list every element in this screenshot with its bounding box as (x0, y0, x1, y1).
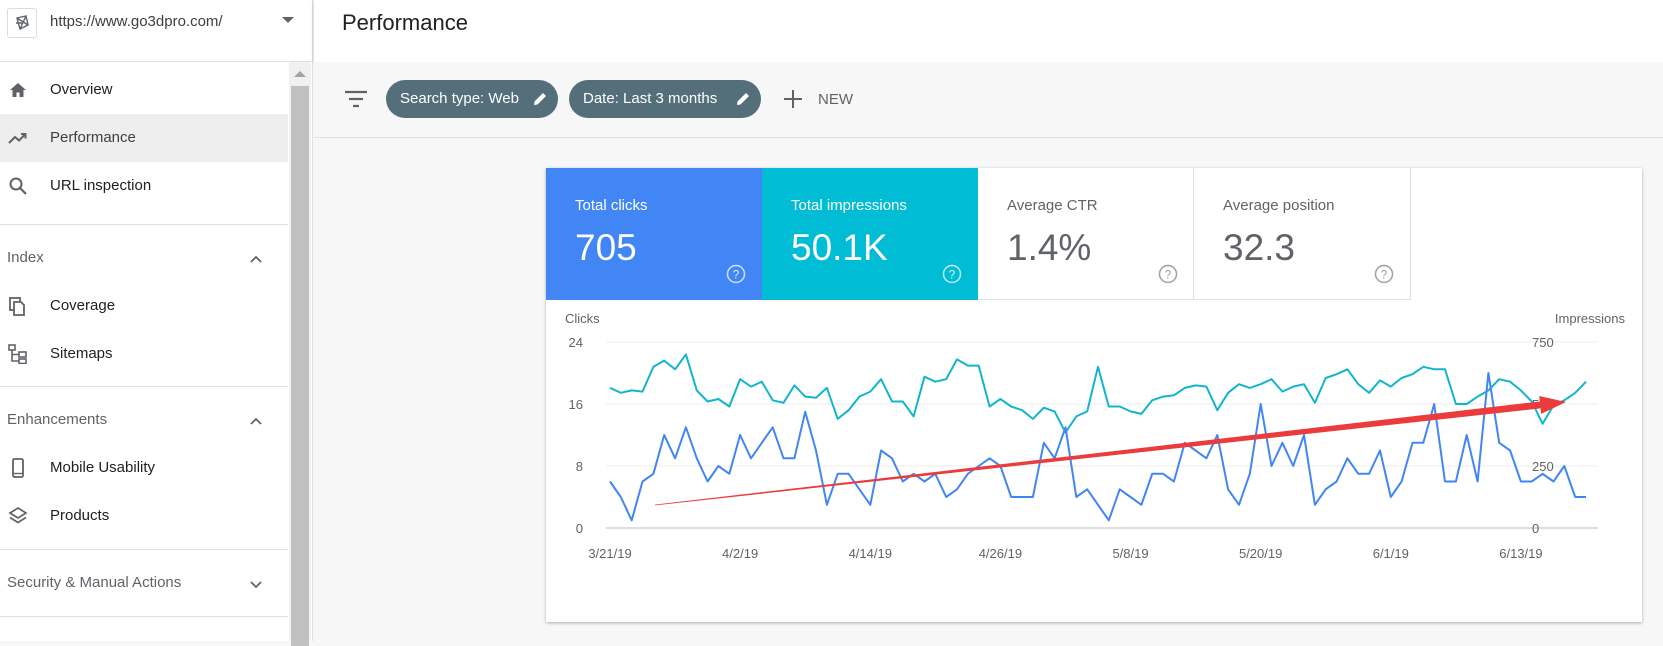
x-tick-label: 5/8/19 (1112, 546, 1148, 561)
sidebar-item-label: Coverage (50, 297, 116, 314)
metric-label: Total clicks (575, 197, 648, 214)
page-title: Performance (342, 10, 468, 35)
svg-text:?: ? (1165, 268, 1172, 282)
chip-label: Date: Last 3 months (583, 90, 718, 107)
help-icon[interactable]: ? (942, 264, 962, 289)
home-icon (8, 80, 28, 100)
sidebar-item-coverage[interactable]: Coverage (0, 282, 288, 330)
sidebar-item-url-inspection[interactable]: URL inspection (0, 162, 288, 210)
performance-chart: 08162402505007503/21/194/2/194/14/194/26… (546, 300, 1642, 622)
chevron-down-icon[interactable] (282, 17, 294, 23)
metric-value: 32.3 (1223, 227, 1296, 268)
property-icon (7, 8, 37, 38)
y-left-tick-label: 8 (576, 459, 583, 474)
metric-total-impressions[interactable]: Total impressions 50.1K ? (762, 168, 978, 300)
trend-arrow-shaft (654, 401, 1541, 506)
chevron-up-icon (249, 251, 263, 269)
section-label: Security & Manual Actions (7, 574, 182, 591)
scroll-up-arrow-icon[interactable] (294, 71, 306, 77)
sidebar-item-sitemaps[interactable]: Sitemaps (0, 330, 288, 378)
pencil-icon (532, 91, 548, 111)
x-tick-label: 6/13/19 (1499, 546, 1542, 561)
search-type-chip[interactable]: Search type: Web (386, 80, 558, 118)
date-range-chip[interactable]: Date: Last 3 months (569, 80, 761, 118)
x-tick-label: 4/14/19 (849, 546, 892, 561)
section-label: Index (7, 249, 44, 266)
chevron-down-icon (249, 576, 263, 594)
sidebar-item-overview[interactable]: Overview (0, 66, 288, 114)
new-filter-button[interactable]: NEW (782, 84, 872, 114)
metric-value: 50.1K (791, 227, 888, 268)
section-label: Enhancements (7, 411, 108, 428)
trending-up-icon (8, 128, 28, 148)
property-url: https://www.go3dpro.com/ (50, 13, 223, 30)
sidebar-item-label: URL inspection (50, 177, 152, 194)
new-label: NEW (818, 91, 853, 108)
help-icon[interactable]: ? (726, 264, 746, 289)
plus-icon (782, 88, 804, 115)
help-icon[interactable]: ? (1158, 264, 1178, 289)
sidebar-item-mobile-usability[interactable]: Mobile Usability (0, 444, 288, 492)
metric-label: Average position (1223, 197, 1335, 214)
chart-svg: 08162402505007503/21/194/2/194/14/194/26… (565, 311, 1626, 561)
sidebar-item-label: Sitemaps (50, 345, 113, 362)
metric-label: Average CTR (1007, 197, 1098, 214)
metric-average-ctr[interactable]: Average CTR 1.4% ? (978, 168, 1194, 300)
divider (0, 616, 288, 617)
trend-arrow-head (1539, 395, 1566, 414)
metric-label: Total impressions (791, 197, 907, 214)
sidebar-item-label: Products (50, 507, 110, 524)
divider (0, 549, 288, 550)
layers-icon (8, 506, 28, 526)
copy-icon (8, 296, 28, 316)
search-icon (8, 176, 28, 196)
y-left-axis-title: Clicks (565, 311, 600, 326)
x-tick-label: 4/26/19 (979, 546, 1022, 561)
x-tick-label: 6/1/19 (1373, 546, 1409, 561)
y-right-tick-label: 750 (1532, 335, 1554, 350)
svg-text:?: ? (949, 268, 956, 282)
section-security-header[interactable]: Security & Manual Actions (0, 559, 288, 607)
sidebar-item-products[interactable]: Products (0, 492, 288, 540)
sidebar-item-performance[interactable]: Performance (0, 114, 288, 162)
metric-total-clicks[interactable]: Total clicks 705 ? (546, 168, 762, 300)
svg-text:?: ? (733, 268, 740, 282)
chip-label: Search type: Web (400, 90, 519, 107)
scrollbar-thumb[interactable] (291, 86, 309, 646)
sidebar-item-label: Mobile Usability (50, 459, 156, 476)
sidebar-scrollbar[interactable] (289, 62, 311, 646)
x-tick-label: 5/20/19 (1239, 546, 1282, 561)
performance-card: Total clicks 705 ? Total impressions 50.… (546, 168, 1642, 622)
metric-average-position[interactable]: Average position 32.3 ? (1194, 168, 1411, 300)
x-tick-label: 4/2/19 (722, 546, 758, 561)
section-enhancements-header[interactable]: Enhancements (0, 396, 288, 444)
sidebar-item-label: Overview (50, 81, 113, 98)
y-left-tick-label: 0 (576, 521, 583, 536)
y-left-tick-label: 16 (569, 397, 583, 412)
phone-icon (8, 458, 28, 478)
filter-icon[interactable] (344, 90, 368, 113)
divider (0, 224, 288, 225)
metric-value: 705 (575, 227, 637, 268)
y-left-tick-label: 24 (569, 335, 583, 350)
property-selector[interactable]: https://www.go3dpro.com/ (0, 0, 313, 62)
series-line-clicks[interactable] (609, 372, 1586, 522)
y-right-tick-label: 0 (1532, 521, 1539, 536)
series-line-impressions[interactable] (609, 353, 1587, 434)
metric-value: 1.4% (1007, 227, 1092, 268)
pencil-icon (735, 91, 751, 111)
y-right-tick-label: 250 (1532, 459, 1554, 474)
y-right-axis-title: Impressions (1555, 311, 1626, 326)
help-icon[interactable]: ? (1374, 264, 1394, 289)
chevron-up-icon (249, 413, 263, 431)
sidebar: https://www.go3dpro.com/ Overview Perfor… (0, 0, 313, 646)
divider (0, 386, 288, 387)
app-header: Performance (314, 0, 1663, 62)
filter-bar: Search type: Web Date: Last 3 months NEW (314, 62, 1663, 138)
section-index-header[interactable]: Index (0, 234, 288, 282)
svg-text:?: ? (1381, 268, 1388, 282)
x-tick-label: 3/21/19 (588, 546, 631, 561)
sitemap-icon (8, 344, 28, 365)
sidebar-item-label: Performance (50, 129, 136, 146)
